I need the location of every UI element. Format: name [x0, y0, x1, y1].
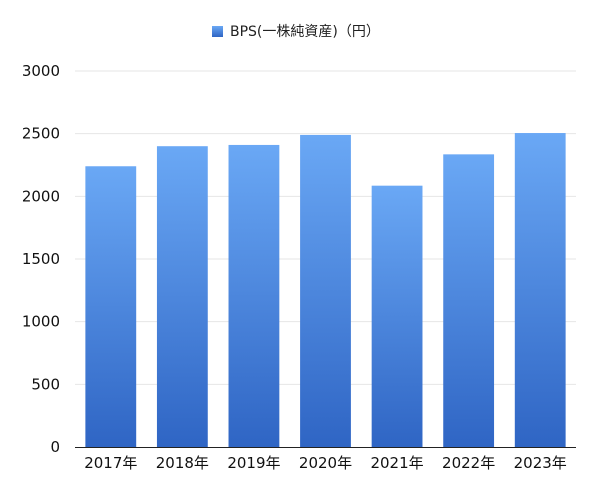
y-tick-label: 500 — [31, 375, 60, 393]
bar — [371, 185, 423, 447]
y-tick-label: 1500 — [22, 250, 60, 268]
bar — [514, 133, 566, 448]
x-tick-label: 2022年 — [442, 454, 495, 472]
bar — [85, 166, 137, 447]
y-tick-label: 0 — [50, 438, 60, 456]
bar — [443, 154, 495, 447]
y-axis-tick-labels: 0 500 1000 1500 2000 2500 3000 — [22, 62, 60, 456]
x-tick-label: 2023年 — [514, 454, 567, 472]
x-tick-label: 2017年 — [84, 454, 137, 472]
bars — [85, 133, 566, 448]
x-tick-label: 2019年 — [227, 454, 280, 472]
bar — [228, 144, 280, 448]
y-tick-label: 2000 — [22, 187, 60, 205]
x-tick-label: 2020年 — [299, 454, 352, 472]
x-tick-label: 2018年 — [156, 454, 209, 472]
y-tick-label: 2500 — [22, 125, 60, 143]
legend-swatch — [212, 26, 223, 37]
y-tick-label: 3000 — [22, 62, 60, 80]
bar — [156, 146, 208, 447]
bar — [300, 134, 351, 448]
x-axis-tick-labels: 2017年 2018年 2019年 2020年 2021年 2022年 2023年 — [84, 454, 567, 472]
y-tick-label: 1000 — [22, 313, 60, 331]
x-tick-label: 2021年 — [370, 454, 423, 472]
legend: BPS(一株純資産)（円） — [212, 24, 380, 40]
legend-label: BPS(一株純資産)（円） — [230, 24, 380, 40]
